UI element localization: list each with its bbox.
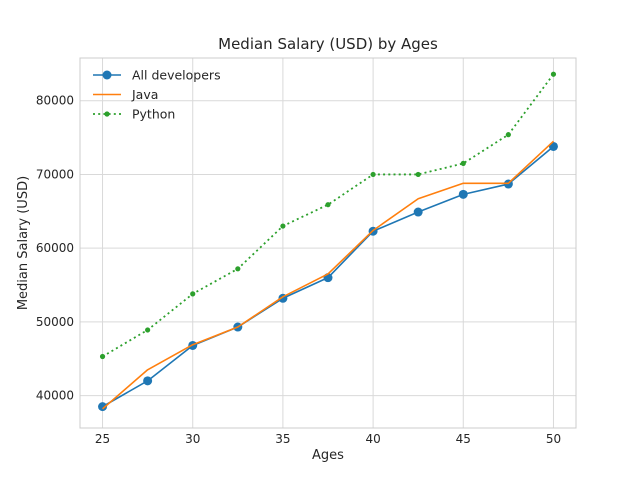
data-point bbox=[98, 402, 108, 412]
legend-entry: Python bbox=[93, 107, 175, 122]
plot-frame bbox=[79, 57, 577, 429]
data-point bbox=[550, 71, 557, 77]
series-python bbox=[99, 71, 557, 360]
data-point bbox=[460, 160, 466, 166]
series-layer bbox=[98, 71, 558, 412]
data-point bbox=[505, 132, 511, 138]
legend-swatch-marker bbox=[104, 111, 110, 117]
x-tick-label: 25 bbox=[95, 432, 110, 446]
chart-title: Median Salary (USD) by Ages bbox=[218, 35, 438, 53]
series-java bbox=[102, 140, 554, 410]
series-line bbox=[102, 140, 554, 410]
legend-label: Python bbox=[132, 107, 175, 122]
x-tick-label: 30 bbox=[185, 432, 200, 446]
data-point bbox=[143, 376, 153, 386]
y-tick-label: 80000 bbox=[36, 94, 74, 108]
y-axis-label: Median Salary (USD) bbox=[16, 176, 31, 310]
grid-lines bbox=[80, 58, 576, 428]
data-point bbox=[413, 207, 423, 217]
y-tick-label: 60000 bbox=[36, 241, 74, 255]
legend-label: All developers bbox=[132, 68, 221, 83]
series-line bbox=[102, 73, 555, 358]
x-tick-label: 35 bbox=[275, 432, 290, 446]
data-point bbox=[145, 327, 151, 333]
legend: All developers Java Python bbox=[93, 68, 221, 122]
series-all-developers bbox=[98, 141, 558, 412]
legend-entry: Java bbox=[93, 87, 158, 102]
x-tick-label: 40 bbox=[365, 432, 380, 446]
x-axis-label: Ages bbox=[312, 448, 344, 463]
x-tick-label: 50 bbox=[546, 432, 561, 446]
legend-label: Java bbox=[131, 87, 158, 102]
legend-entry: All developers bbox=[93, 68, 221, 83]
data-point bbox=[325, 202, 331, 208]
data-point bbox=[235, 266, 241, 272]
y-tick-label: 50000 bbox=[36, 315, 74, 329]
tick-labels: 25 30 35 40 45 50 40000 50000 60000 70000 80000 bbox=[36, 94, 561, 446]
data-point bbox=[280, 223, 286, 229]
y-tick-label: 40000 bbox=[36, 389, 74, 403]
data-point bbox=[458, 189, 468, 199]
x-tick-label: 45 bbox=[456, 432, 471, 446]
data-point bbox=[190, 291, 196, 297]
y-tick-label: 70000 bbox=[36, 167, 74, 181]
data-point bbox=[415, 171, 421, 178]
data-point bbox=[99, 353, 106, 360]
legend-swatch-marker bbox=[102, 70, 112, 80]
data-point bbox=[370, 171, 376, 178]
